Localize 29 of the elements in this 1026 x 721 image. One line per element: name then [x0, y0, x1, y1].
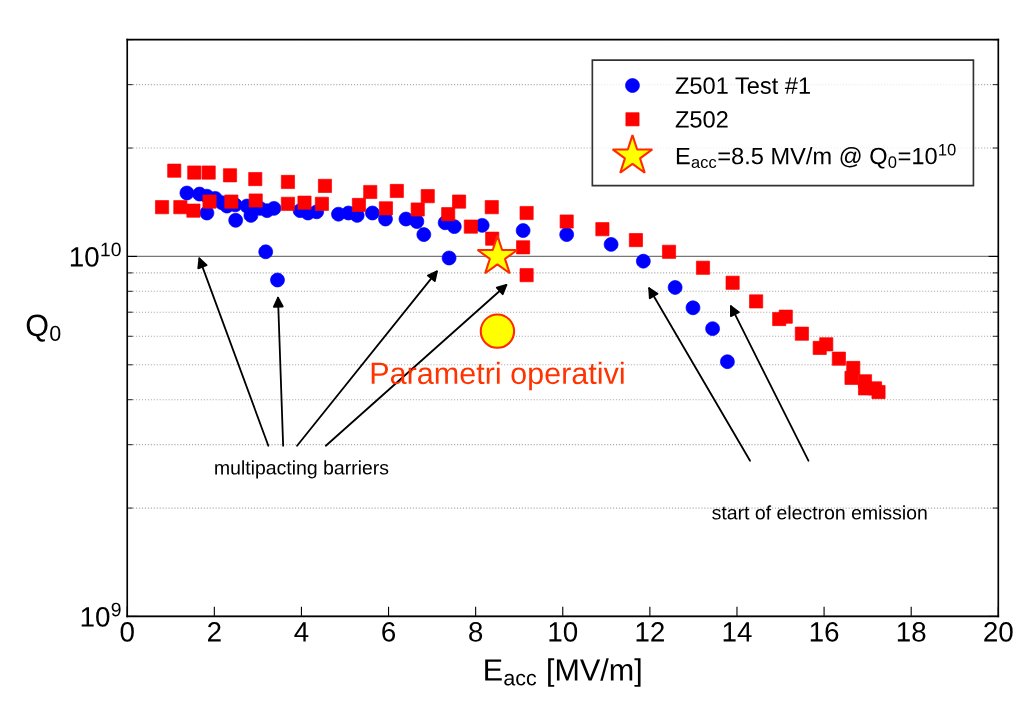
x-tick-label: 4 [294, 622, 309, 642]
x-axis-title: E$_{acc}$ [MV/m] [485, 658, 641, 687]
point [479, 313, 516, 349]
y-tick-label: 10$^{9}$ [81, 602, 121, 627]
annotation: multipacting barriers [215, 460, 389, 479]
point [519, 206, 534, 220]
y-axis-title: Q$_{0}$ [26, 314, 61, 342]
y-tick-label: 10$^{10}$ [70, 242, 121, 267]
x-tick-label: 12 [636, 622, 664, 642]
point [662, 244, 676, 259]
x-tick-label: 6 [382, 622, 396, 642]
point [871, 385, 886, 400]
x-tick-label: 2 [208, 622, 221, 642]
legend-label: Z501 Test #1 [675, 77, 810, 94]
legend-label: Z502 [675, 111, 728, 128]
point [476, 234, 519, 275]
x-tick-label: 8 [469, 622, 483, 642]
annotation: start of electron emission [712, 505, 927, 520]
x-tick-label: 14 [723, 622, 752, 642]
x-tick-label: 0 [120, 622, 134, 642]
point [314, 196, 329, 211]
x-tick-label: 16 [810, 622, 839, 642]
legend-label: E$_{acc}$=8.5 MV/m @ Q$_{0}$=10$^{10}$ [676, 143, 956, 169]
point [389, 184, 404, 198]
x-tick-label: 18 [897, 622, 926, 642]
x-tick-label: 10 [549, 622, 578, 642]
point [628, 233, 643, 248]
point [696, 260, 710, 275]
x-tick-label: 20 [984, 622, 1013, 642]
